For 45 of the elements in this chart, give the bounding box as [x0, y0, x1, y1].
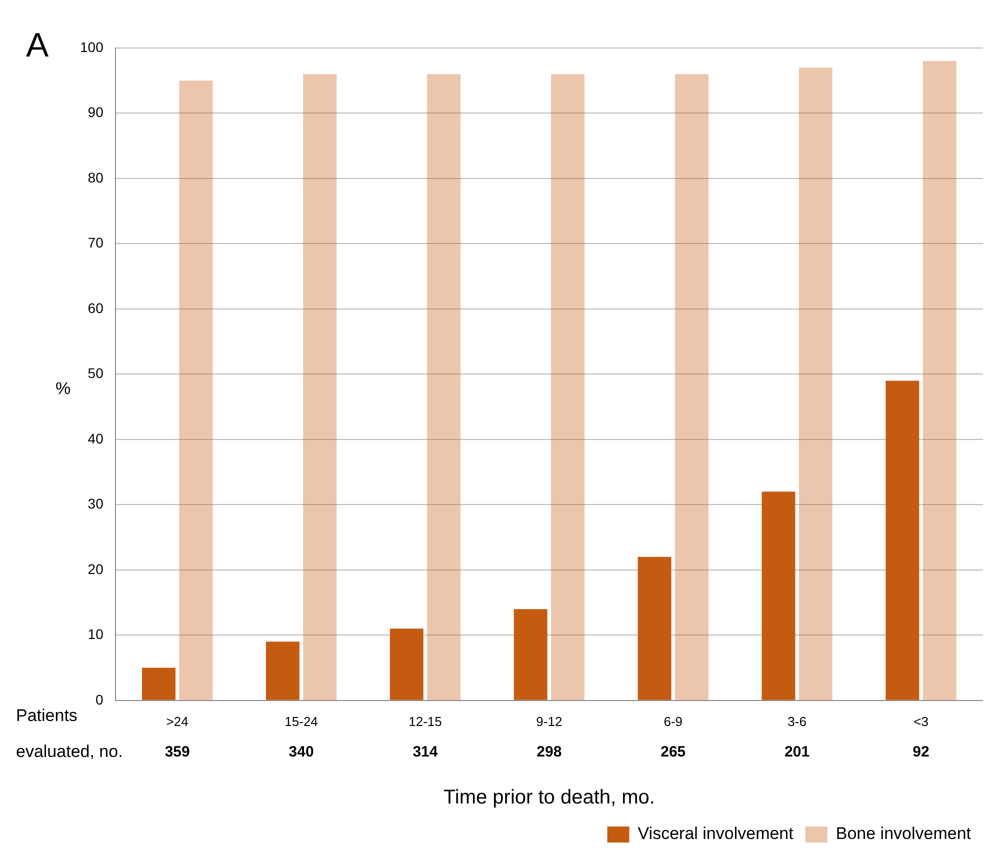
text: 298: [536, 744, 562, 761]
y-tick-label: 30: [88, 496, 104, 512]
bar: [179, 80, 213, 700]
y-tick-label: 60: [88, 300, 104, 316]
bar: [142, 668, 176, 700]
legend-label: Bone involvement: [836, 824, 972, 844]
bar: [551, 74, 585, 700]
bar: [427, 74, 461, 700]
bar: [303, 74, 337, 700]
bar: [762, 492, 796, 700]
bar: [390, 628, 424, 700]
x-tick-label: <3: [914, 714, 928, 729]
bar: [638, 556, 672, 700]
x-tick-label: 6-9: [664, 714, 683, 729]
x-tick-label: >24: [166, 714, 188, 729]
legend-label: Visceral involvement: [638, 824, 794, 844]
y-tick-label: 20: [88, 560, 104, 577]
bar: [886, 380, 920, 700]
x-tick-label: 9-12: [536, 714, 562, 729]
text: 359: [164, 744, 190, 761]
text: 314: [412, 744, 438, 761]
text: 340: [288, 744, 314, 761]
bar: [266, 642, 300, 700]
text: 92: [912, 744, 930, 761]
y-tick-label: 0: [96, 691, 104, 708]
y-tick-label: 10: [88, 626, 104, 642]
bar: [674, 74, 708, 700]
bar: [514, 609, 548, 700]
x-tick-label: 3-6: [788, 714, 806, 729]
text: 265: [660, 744, 686, 761]
y-tick-label: 80: [88, 169, 104, 186]
y-axis-title: %: [55, 378, 71, 398]
y-tick-label: 90: [88, 104, 104, 120]
text: Patients evaluated, no.: [16, 706, 123, 762]
y-tick-label: 40: [88, 430, 104, 446]
bar: [798, 68, 832, 700]
text: 201: [784, 744, 810, 761]
y-tick-label: 70: [88, 234, 104, 251]
y-tick-label: 100: [80, 38, 104, 55]
y-tick-label: 50: [88, 365, 104, 382]
x-tick-label: 12-15: [408, 714, 442, 729]
x-tick-label: 15-24: [284, 714, 318, 729]
bar: [922, 61, 956, 700]
chart-title: A: [26, 26, 49, 64]
x-axis-title: Time prior to death, mo.: [443, 786, 655, 809]
